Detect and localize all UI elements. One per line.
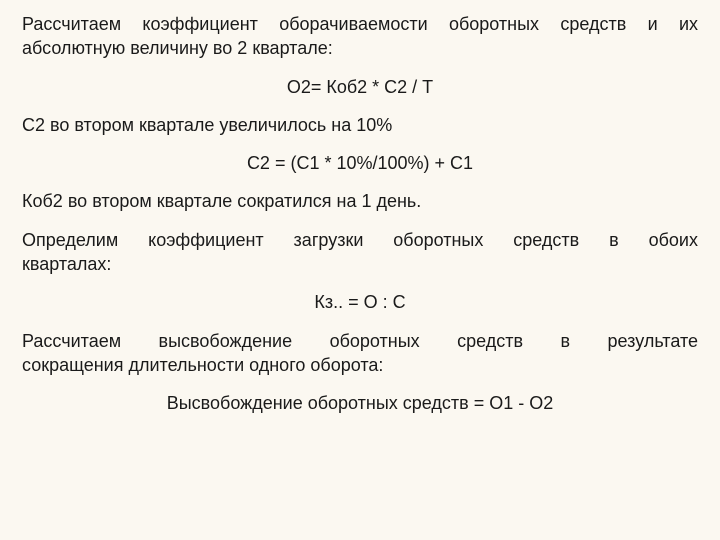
paragraph-5-line2: сокращения длительности одного оборота:: [22, 353, 698, 377]
paragraph-2: С2 во втором квартале увеличилось на 10%: [22, 113, 698, 137]
paragraph-4-line1: Определим коэффициент загрузки оборотных…: [22, 228, 698, 252]
paragraph-5: Рассчитаем высвобождение оборотных средс…: [22, 329, 698, 378]
formula-1: О2= Коб2 * С2 / Т: [22, 75, 698, 99]
paragraph-4: Определим коэффициент загрузки оборотных…: [22, 228, 698, 277]
paragraph-1-line1: Рассчитаем коэффициент оборачиваемости о…: [22, 12, 698, 36]
paragraph-1: Рассчитаем коэффициент оборачиваемости о…: [22, 12, 698, 61]
paragraph-4-line2: кварталах:: [22, 252, 698, 276]
paragraph-5-line1: Рассчитаем высвобождение оборотных средс…: [22, 329, 698, 353]
paragraph-3: Коб2 во втором квартале сократился на 1 …: [22, 189, 698, 213]
formula-2: С2 = (С1 * 10%/100%) + С1: [22, 151, 698, 175]
formula-3: Кз.. = О : С: [22, 290, 698, 314]
formula-4: Высвобождение оборотных средств = О1 - О…: [22, 391, 698, 415]
document-page: Рассчитаем коэффициент оборачиваемости о…: [0, 0, 720, 540]
paragraph-1-line2: абсолютную величину во 2 квартале:: [22, 36, 698, 60]
